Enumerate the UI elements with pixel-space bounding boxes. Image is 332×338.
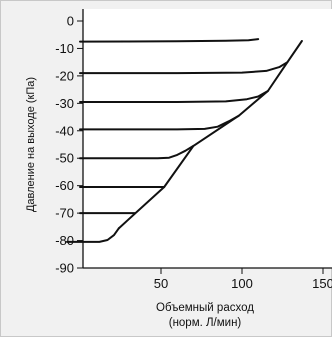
y-tick-label: -20 xyxy=(55,68,74,83)
plot-area xyxy=(83,9,332,268)
x-axis-title-line: Объемный расход xyxy=(156,302,254,314)
series-line-9 xyxy=(117,40,303,230)
series-layer xyxy=(66,38,303,243)
y-tick-label: -60 xyxy=(55,178,74,193)
y-tick-label: -90 xyxy=(55,261,74,276)
y-tick-label: -30 xyxy=(55,96,74,111)
series-line-2 xyxy=(79,61,289,75)
x-tick-label: 50 xyxy=(154,276,168,291)
y-tick-label: -40 xyxy=(55,123,74,138)
y-tick-label: -70 xyxy=(55,206,74,221)
series-line-8 xyxy=(66,227,120,243)
x-tick-label: 100 xyxy=(231,276,253,291)
series-line-5 xyxy=(79,144,195,160)
y-tick-label: -10 xyxy=(55,41,74,56)
series-line-1 xyxy=(79,38,260,43)
y-tick-label: 0 xyxy=(67,14,74,29)
x-tick-label: 150 xyxy=(312,276,332,291)
x-axis-title-line: (норм. Л/мин) xyxy=(169,317,242,329)
y-axis-title: Давление на выходе (кПа) xyxy=(25,77,37,212)
axis-labels: Давление на выходе (кПа) Объемный расход (… xyxy=(25,77,254,329)
series-line-3 xyxy=(79,90,269,103)
y-tick-label: -80 xyxy=(55,233,74,248)
y-tick-label: -50 xyxy=(55,151,74,166)
axes: 0 -10 -20 -30 -40 -50 -60 -70 -80 -90 50 100 150 xyxy=(55,9,332,291)
